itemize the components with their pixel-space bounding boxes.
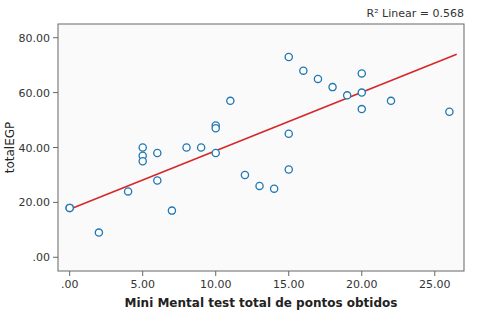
y-tick-label: 20.00 (19, 196, 51, 209)
x-tick-label: 25.00 (419, 278, 451, 291)
x-tick-label: 20.00 (346, 278, 378, 291)
point (285, 53, 292, 60)
point (241, 171, 248, 178)
point (198, 144, 205, 151)
regression-line (70, 54, 457, 209)
point (66, 204, 73, 211)
point (66, 204, 73, 211)
x-tick (434, 271, 435, 276)
points (66, 53, 453, 236)
point (139, 144, 146, 151)
x-tick-label: 15.00 (273, 278, 305, 291)
x-tick (69, 271, 70, 276)
point (446, 108, 453, 115)
y-tick-label: 80.00 (19, 32, 51, 45)
point (358, 70, 365, 77)
y-tick (53, 147, 58, 148)
axes: .00 5.00 10.00 15.00 20.00 25.00 .00 20.00 40.00… (19, 32, 451, 291)
point (256, 182, 263, 189)
point (95, 229, 102, 236)
data (66, 53, 457, 236)
y-tick (53, 202, 58, 203)
point (344, 92, 351, 99)
point (183, 144, 190, 151)
y-tick-label: .00 (33, 251, 51, 264)
y-tick-label: 40.00 (19, 142, 51, 155)
point (154, 149, 161, 156)
point (154, 177, 161, 184)
plot-frame (58, 24, 464, 271)
point (125, 188, 132, 195)
point (285, 130, 292, 137)
point (212, 149, 219, 156)
lines (70, 54, 457, 209)
annotation: R² Linear = 0.568 (367, 7, 464, 20)
point (271, 185, 278, 192)
y-axis-label: totalEGP (3, 122, 17, 174)
point (227, 97, 234, 104)
y-tick (53, 257, 58, 258)
x-tick-label: 10.00 (200, 278, 232, 291)
y-tick (53, 92, 58, 93)
point (329, 84, 336, 91)
point (168, 207, 175, 214)
chart: .00 5.00 10.00 15.00 20.00 25.00 .00 20.00 40.00… (0, 0, 480, 315)
y-tick (53, 37, 58, 38)
x-tick (288, 271, 289, 276)
point (358, 89, 365, 96)
point (139, 158, 146, 165)
x-tick (215, 271, 216, 276)
x-tick-label: .00 (61, 278, 79, 291)
x-tick (361, 271, 362, 276)
y-tick-label: 60.00 (19, 87, 51, 100)
point (387, 97, 394, 104)
point (314, 75, 321, 82)
point (285, 166, 292, 173)
x-tick (142, 271, 143, 276)
point (358, 105, 365, 112)
point (212, 125, 219, 132)
x-tick-label: 5.00 (130, 278, 155, 291)
x-axis-label: Mini Mental test total de pontos obtidos (125, 296, 398, 310)
point (300, 67, 307, 74)
